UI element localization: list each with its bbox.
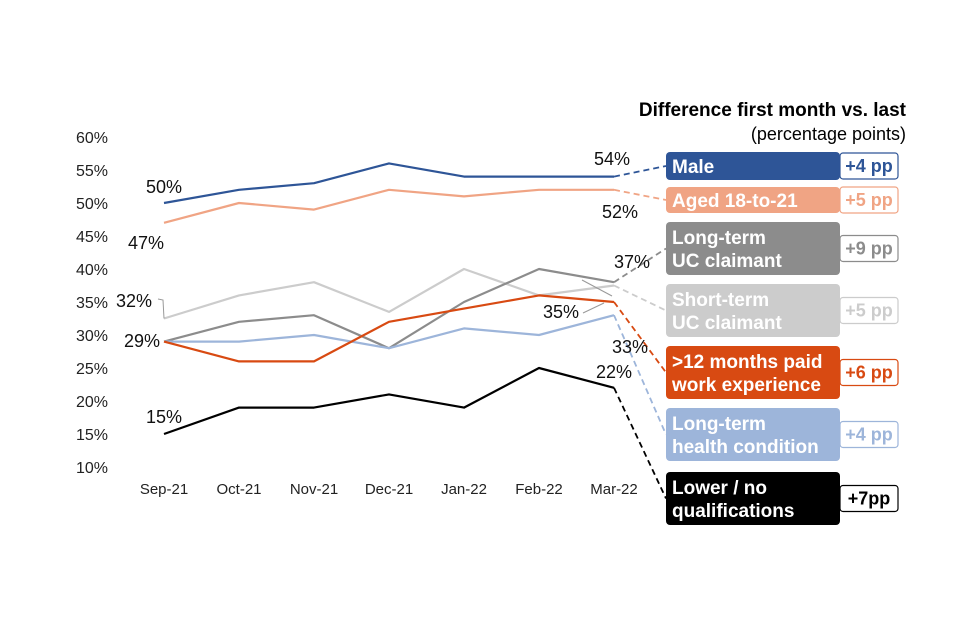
x-tick-label: Nov-21 — [290, 481, 338, 498]
difference-value: +9 pp — [845, 239, 893, 259]
difference-value: +4 pp — [845, 156, 893, 176]
callout-connector — [581, 279, 613, 297]
difference-badge — [839, 234, 899, 263]
y-tick-label: 10% — [76, 460, 108, 477]
legend-label: >12 months paid — [672, 352, 822, 373]
start-value-label: 15% — [146, 407, 182, 427]
y-tick-label: 25% — [76, 361, 108, 378]
difference-value: +5 pp — [845, 190, 893, 210]
difference-badge — [839, 420, 899, 449]
legend-box — [666, 187, 840, 213]
difference-badge — [839, 358, 899, 387]
difference-value: +4 pp — [845, 425, 893, 445]
y-tick-label: 40% — [76, 262, 108, 279]
leader-line — [613, 387, 667, 499]
series-line — [163, 366, 615, 436]
difference-value: +7pp — [848, 489, 891, 509]
legend-header-subtitle: (percentage points) — [750, 124, 906, 144]
difference-value: +6 pp — [845, 363, 893, 383]
callout-connector — [157, 298, 165, 319]
legend-label: work experience — [671, 375, 821, 396]
legend-box — [666, 346, 840, 399]
x-tick-label: Oct-21 — [216, 481, 261, 498]
series-line — [163, 188, 614, 224]
x-tick-label: Dec-21 — [365, 481, 413, 498]
x-tick-label: Mar-22 — [590, 481, 638, 498]
series-line — [164, 314, 615, 350]
y-tick-label: 20% — [76, 394, 108, 411]
legend-label: UC claimant — [672, 251, 782, 272]
legend-header-title: Difference first month vs. last — [638, 100, 906, 121]
y-tick-label: 60% — [76, 130, 108, 147]
legend-label: Long-term — [672, 414, 766, 435]
legend-box — [666, 284, 840, 337]
x-tick-label: Feb-22 — [515, 481, 563, 498]
y-tick-label: 30% — [76, 328, 108, 345]
y-tick-label: 15% — [76, 427, 108, 444]
series-line — [163, 162, 614, 205]
legend-label: Long-term — [672, 228, 766, 249]
end-value-label: 52% — [602, 202, 638, 222]
difference-badge — [839, 484, 899, 513]
leader-line — [613, 301, 667, 374]
difference-badge — [839, 152, 899, 180]
legend-box — [666, 222, 840, 275]
difference-value: +5 pp — [845, 301, 893, 321]
start-value-label: 47% — [128, 233, 164, 253]
legend-label: UC claimant — [672, 313, 782, 334]
y-tick-label: 55% — [76, 163, 108, 180]
legend-label: Aged 18-to-21 — [672, 191, 798, 212]
legend-box — [666, 152, 840, 180]
start-value-label: 50% — [146, 177, 182, 197]
end-value-label: 54% — [594, 149, 630, 169]
legend-label: qualifications — [672, 501, 794, 522]
leader-line — [613, 314, 667, 435]
start-value-label: 29% — [124, 331, 160, 351]
end-value-label: 35% — [543, 302, 579, 322]
end-value-label: 33% — [612, 337, 648, 357]
x-tick-label: Jan-22 — [441, 481, 487, 498]
callout-connector — [582, 302, 605, 314]
difference-badge — [839, 186, 899, 214]
leader-line — [613, 247, 667, 283]
legend-label: Male — [672, 157, 714, 178]
y-tick-label: 35% — [76, 295, 108, 312]
leader-line — [613, 188, 667, 201]
legend-box — [666, 408, 840, 461]
y-tick-label: 45% — [76, 229, 108, 246]
start-value-label: 32% — [116, 291, 152, 311]
end-value-label: 22% — [596, 362, 632, 382]
legend-label: Lower / no — [672, 478, 767, 499]
difference-badge — [839, 296, 899, 325]
y-tick-label: 50% — [76, 196, 108, 213]
leader-line — [613, 284, 667, 312]
legend-label: Short-term — [672, 290, 769, 311]
legend-box — [666, 472, 840, 525]
end-value-label: 37% — [614, 252, 650, 272]
leader-line — [613, 165, 667, 178]
legend-label: health condition — [672, 437, 819, 458]
series-line — [163, 294, 615, 363]
x-tick-label: Sep-21 — [140, 481, 188, 498]
